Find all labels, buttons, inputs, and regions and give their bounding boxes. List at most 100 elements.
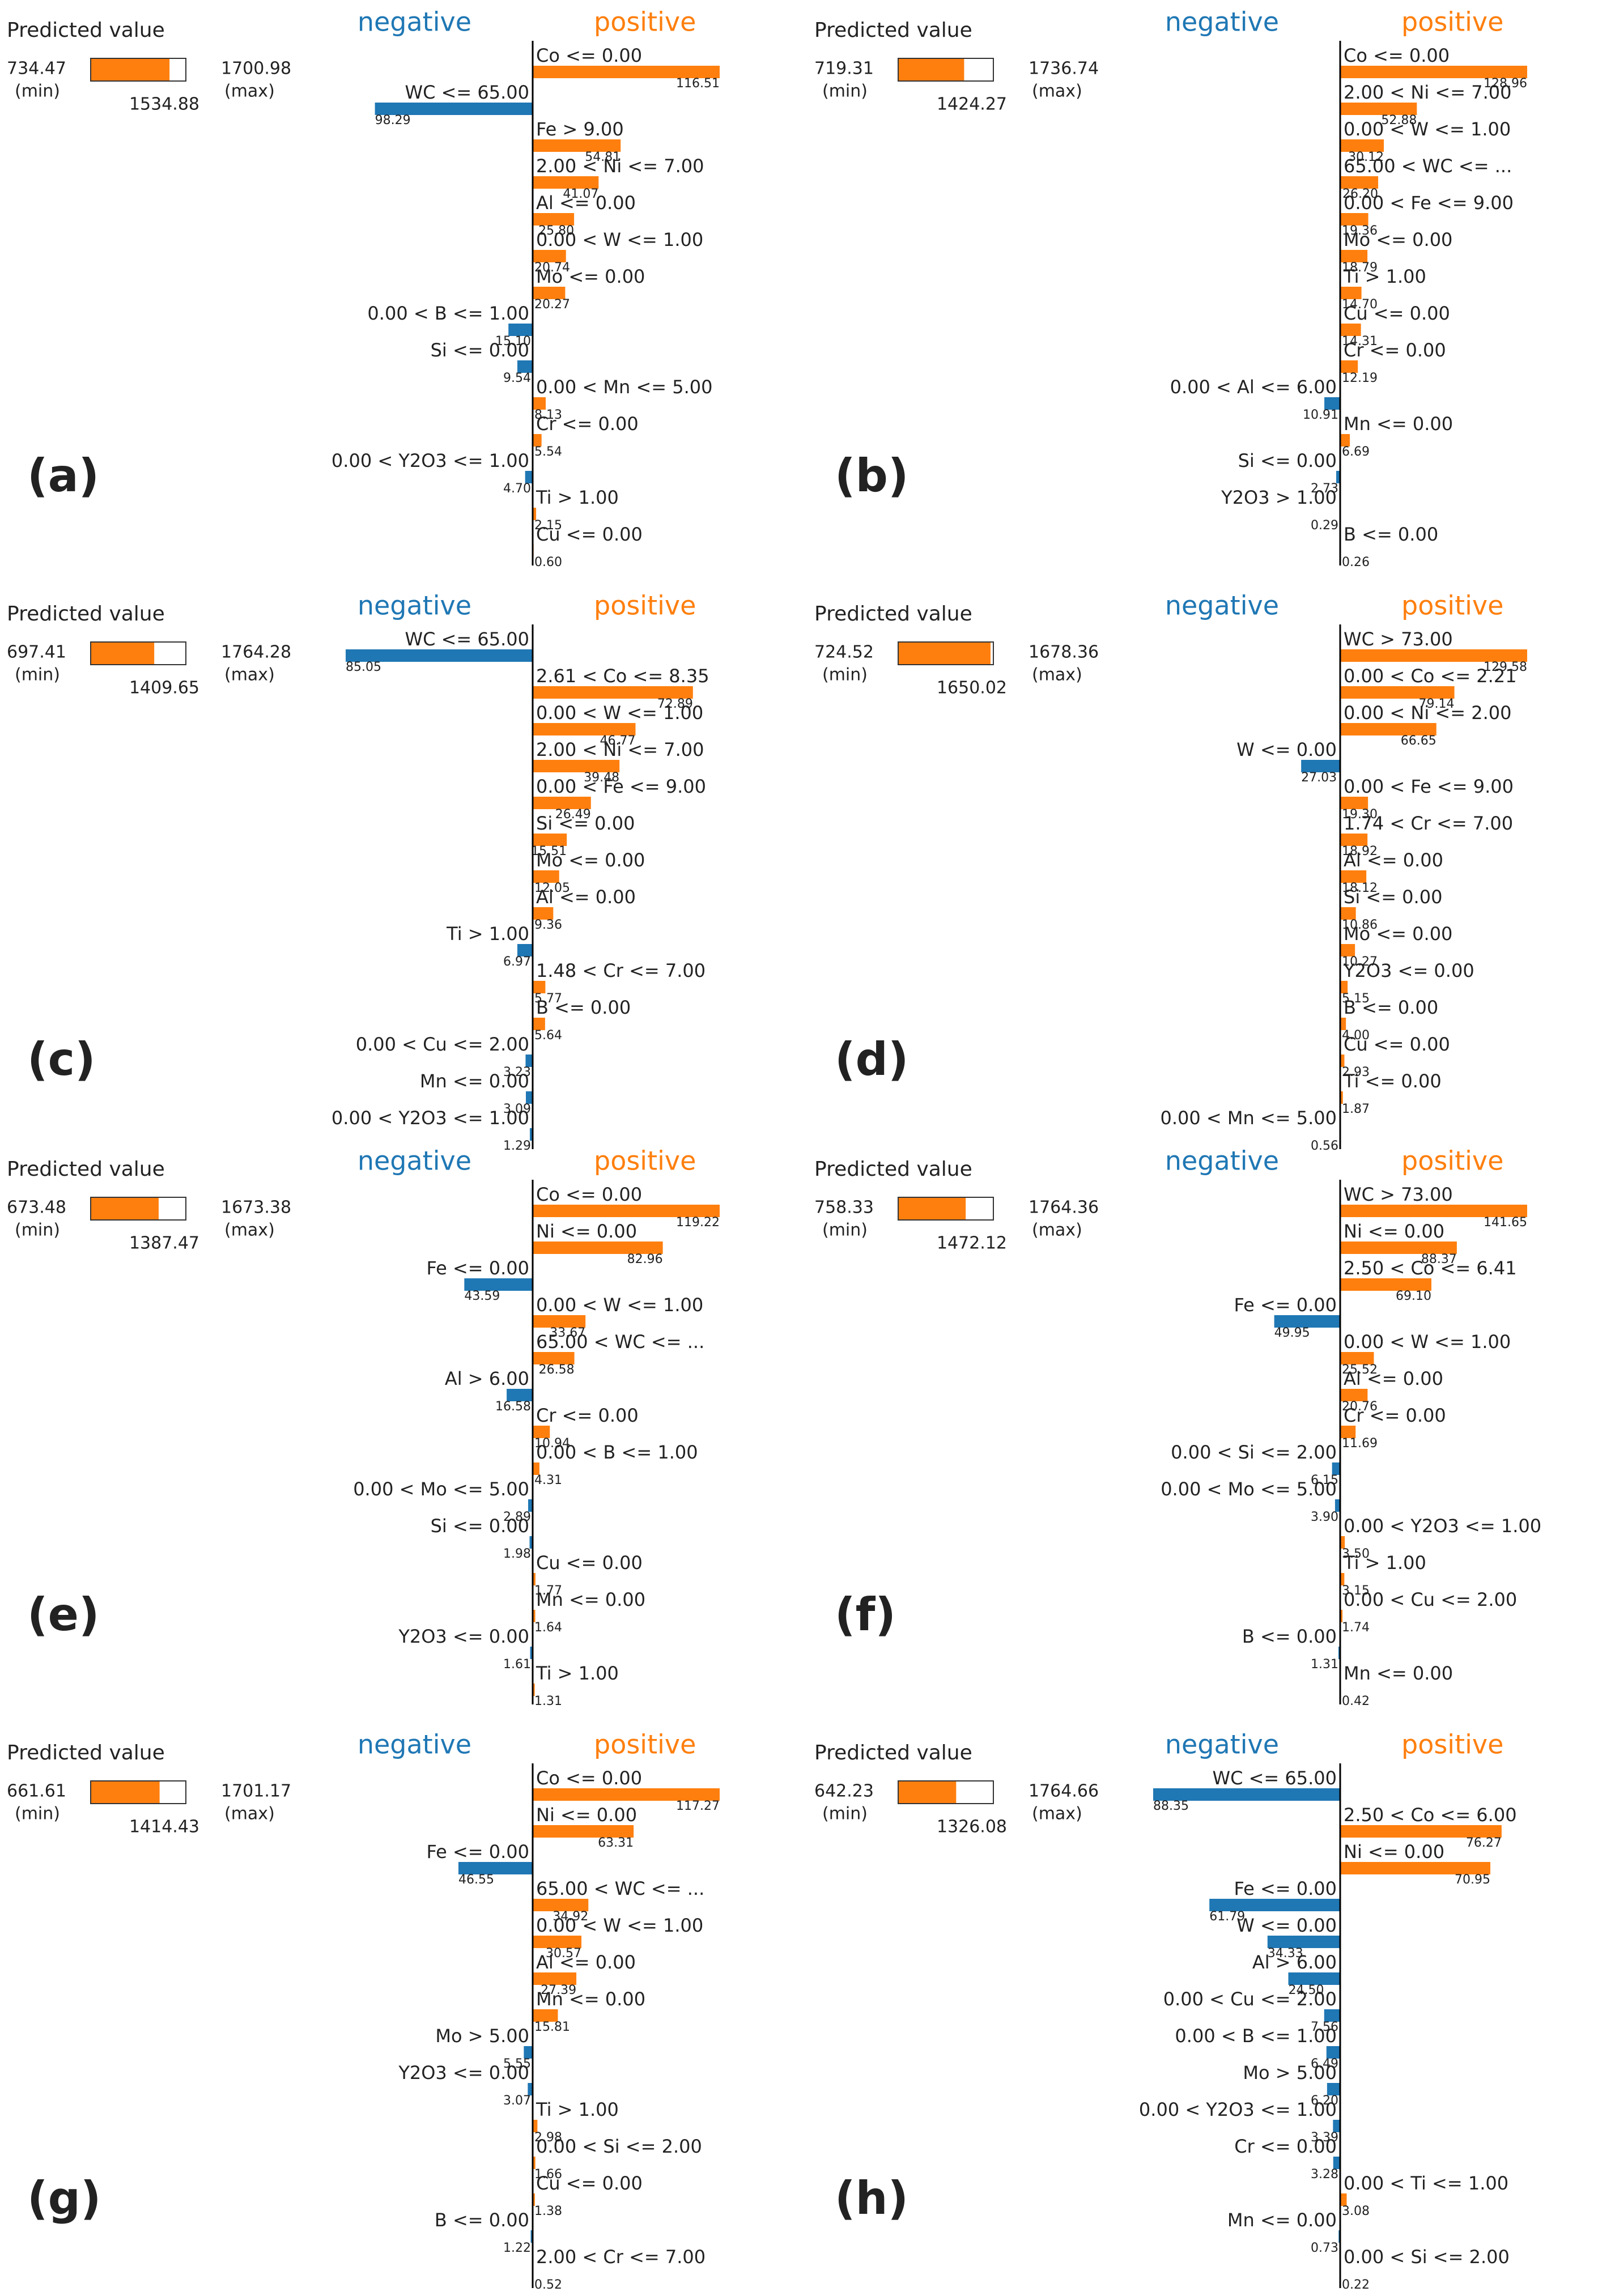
panel-label: (e) bbox=[27, 1588, 99, 1641]
panel: Predicted value 724.52 (min) 1678.36 (max) 16… bbox=[814, 590, 1527, 1153]
feature-label: Mo <= 0.00 bbox=[1344, 229, 1452, 250]
value-label: 12.05 bbox=[534, 881, 570, 895]
bar bbox=[533, 2157, 536, 2169]
bar bbox=[530, 2230, 533, 2243]
bar bbox=[1338, 1647, 1340, 1659]
predicted-value: 1472.12 bbox=[937, 1234, 1007, 1253]
feature-label: Mn <= 0.00 bbox=[420, 1070, 529, 1092]
value-label: 69.10 bbox=[1396, 1289, 1431, 1303]
feature-label: 65.00 < WC <= ... bbox=[1344, 155, 1512, 177]
feature-label: Si <= 0.00 bbox=[1344, 886, 1442, 908]
bar bbox=[508, 324, 533, 336]
bar bbox=[1340, 360, 1358, 373]
min-label: (min) bbox=[822, 1804, 868, 1824]
panel-label: (f) bbox=[835, 1588, 896, 1641]
feature-label: Ti <= 0.00 bbox=[1343, 1070, 1442, 1092]
value-label: 15.10 bbox=[495, 334, 531, 348]
feature-label: 0.00 < Al <= 6.00 bbox=[1170, 376, 1337, 398]
feature-label: 0.00 < Co <= 2.21 bbox=[1344, 665, 1517, 687]
bar bbox=[1336, 471, 1340, 483]
bar bbox=[1333, 2120, 1340, 2132]
predicted-title: Predicted value bbox=[7, 602, 165, 626]
feature-label: W <= 0.00 bbox=[1236, 1915, 1337, 1936]
bar bbox=[1209, 1899, 1340, 1911]
value-label: 30.57 bbox=[546, 1946, 581, 1961]
feature-label: Cr <= 0.00 bbox=[536, 1405, 639, 1426]
min-label: (min) bbox=[15, 82, 60, 101]
bar bbox=[1340, 434, 1350, 447]
value-label: 6.97 bbox=[503, 955, 531, 969]
predicted-bar bbox=[91, 1197, 159, 1220]
bar bbox=[517, 360, 533, 373]
max-label: (max) bbox=[1032, 665, 1082, 685]
value-label: 0.73 bbox=[1311, 2241, 1338, 2255]
legend-negative: negative bbox=[358, 1146, 471, 1176]
value-label: 66.65 bbox=[1401, 734, 1436, 748]
value-label: 12.19 bbox=[1342, 371, 1378, 385]
feature-label: WC > 73.00 bbox=[1344, 628, 1453, 650]
max-value: 1673.38 bbox=[221, 1198, 291, 1218]
feature-label: Ti > 1.00 bbox=[536, 487, 619, 508]
legend-positive: positive bbox=[594, 1729, 696, 1760]
panel: Predicted value 673.48 (min) 1673.38 (max) 13… bbox=[7, 1146, 720, 1708]
value-label: 26.58 bbox=[539, 1363, 575, 1377]
predicted-value: 1534.88 bbox=[129, 95, 199, 114]
value-label: 1.61 bbox=[503, 1657, 531, 1672]
max-label: (max) bbox=[1032, 1804, 1082, 1824]
feature-label: Al <= 0.00 bbox=[536, 192, 636, 214]
feature-label: WC <= 65.00 bbox=[405, 628, 529, 650]
feature-label: 0.00 < Si <= 2.00 bbox=[1344, 2246, 1510, 2268]
bar bbox=[533, 397, 546, 410]
value-label: 72.89 bbox=[657, 697, 693, 711]
bar bbox=[1340, 1241, 1457, 1254]
value-label: 46.55 bbox=[458, 1873, 494, 1887]
value-label: 5.64 bbox=[534, 1028, 562, 1043]
feature-label: 65.00 < WC <= ... bbox=[536, 1331, 704, 1353]
feature-label: Si <= 0.00 bbox=[431, 339, 529, 361]
bar bbox=[1340, 139, 1384, 152]
feature-label: Fe <= 0.00 bbox=[426, 1841, 529, 1863]
panel: Predicted value 758.33 (min) 1764.36 (max) 14… bbox=[814, 1146, 1541, 1709]
feature-label: Cu <= 0.00 bbox=[536, 1552, 643, 1574]
bar bbox=[1340, 1536, 1345, 1549]
feature-label: Fe <= 0.00 bbox=[1234, 1878, 1337, 1899]
bar bbox=[1340, 870, 1367, 883]
feature-label: 0.00 < Mn <= 5.00 bbox=[536, 376, 713, 398]
value-label: 0.29 bbox=[1311, 518, 1338, 533]
bar bbox=[533, 2193, 535, 2206]
feature-label: Fe <= 0.00 bbox=[1234, 1294, 1337, 1316]
bar bbox=[533, 1972, 577, 1985]
value-label: 128.96 bbox=[1484, 76, 1527, 91]
value-label: 10.86 bbox=[1342, 918, 1378, 932]
feature-label: Ti > 1.00 bbox=[446, 923, 529, 945]
panel-label: (d) bbox=[835, 1033, 908, 1086]
bar bbox=[533, 797, 591, 809]
feature-label: Ni <= 0.00 bbox=[536, 1221, 637, 1242]
value-label: 18.79 bbox=[1342, 261, 1378, 275]
value-label: 46.77 bbox=[600, 734, 635, 748]
value-label: 5.15 bbox=[1342, 992, 1370, 1006]
value-label: 27.03 bbox=[1301, 771, 1337, 785]
bar bbox=[1340, 981, 1348, 993]
value-label: 11.69 bbox=[1342, 1436, 1378, 1451]
bar bbox=[533, 1788, 720, 1801]
bar bbox=[533, 1573, 536, 1585]
min-value: 734.47 bbox=[7, 59, 66, 79]
value-label: 63.31 bbox=[598, 1836, 634, 1850]
legend-positive: positive bbox=[1401, 1146, 1503, 1176]
feature-label: B <= 0.00 bbox=[1344, 997, 1438, 1018]
bar bbox=[1340, 1573, 1345, 1585]
bar bbox=[1340, 1610, 1343, 1622]
predicted-bar bbox=[898, 58, 964, 81]
value-label: 1.64 bbox=[534, 1621, 562, 1635]
value-label: 14.31 bbox=[1342, 334, 1378, 348]
value-label: 41.07 bbox=[563, 187, 598, 201]
bar bbox=[1340, 1825, 1502, 1838]
feature-label: Mo <= 0.00 bbox=[536, 849, 645, 871]
value-label: 16.58 bbox=[495, 1400, 531, 1414]
value-label: 116.51 bbox=[676, 76, 720, 91]
value-label: 85.05 bbox=[346, 660, 381, 674]
max-value: 1764.66 bbox=[1028, 1781, 1099, 1801]
predicted-box bbox=[90, 641, 186, 665]
feature-label: Mn <= 0.00 bbox=[1344, 413, 1453, 435]
